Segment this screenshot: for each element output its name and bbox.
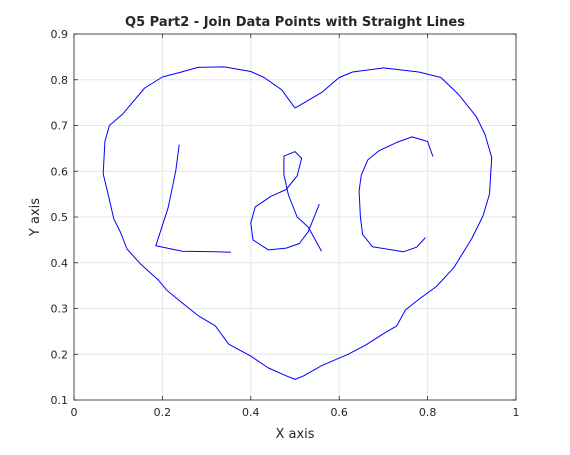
x-tick-label: 0.8 — [419, 406, 437, 419]
y-axis-label: Y axis — [28, 198, 43, 237]
y-tick-label: 0.6 — [51, 165, 69, 178]
axes-frame — [73, 33, 517, 401]
y-tick-label: 0.1 — [51, 394, 69, 407]
chart-title: Q5 Part2 - Join Data Points with Straigh… — [125, 15, 465, 30]
y-tick-label: 0.9 — [51, 28, 69, 41]
series-group — [102, 66, 493, 380]
y-tick-label: 0.8 — [51, 74, 69, 87]
y-tick-label: 0.4 — [51, 257, 69, 270]
y-tick-label: 0.2 — [51, 348, 69, 361]
y-tick-label: 0.3 — [51, 303, 69, 316]
x-tick-label: 0 — [71, 406, 78, 419]
x-tick-label: 0.4 — [242, 406, 260, 419]
series-line-2 — [155, 144, 231, 253]
x-tick-label: 0.6 — [330, 406, 348, 419]
x-tick-label: 0.2 — [154, 406, 172, 419]
y-tick-label: 0.5 — [51, 211, 69, 224]
y-tick-label: 0.7 — [51, 120, 69, 133]
ticks: 0 0.2 0.4 0.6 0.8 1 0.1 0.2 0.3 0.4 0.5 0.6 0.7 0.8 0.… — [51, 28, 520, 419]
x-axis-label: X axis — [275, 427, 314, 442]
x-tick-label: 1 — [513, 406, 520, 419]
series-line-1 — [102, 66, 493, 380]
series-line-3 — [250, 151, 322, 252]
series-line-4 — [358, 136, 434, 253]
